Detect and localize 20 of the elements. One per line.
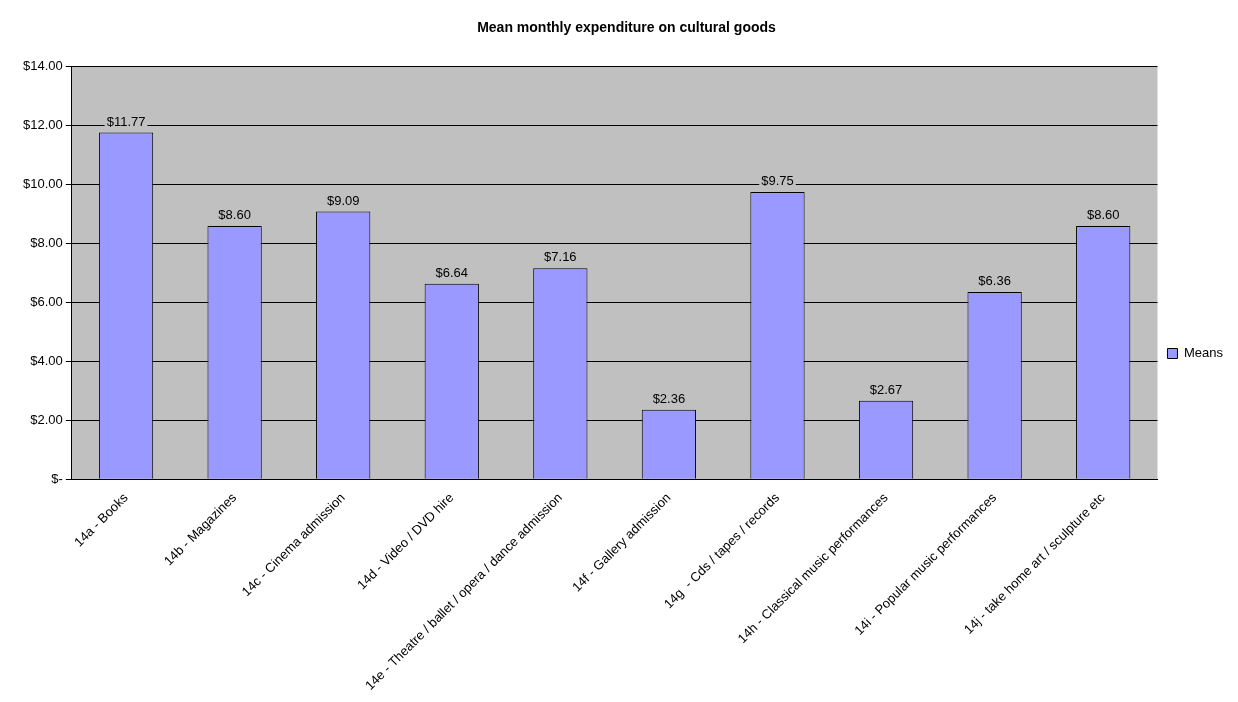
data-label: $2.67 xyxy=(869,381,903,397)
y-tick-label: $2.00 xyxy=(30,411,63,427)
data-label: $11.77 xyxy=(106,113,146,129)
chart-title: Mean monthly expenditure on cultural goods xyxy=(477,19,777,36)
data-label: $8.60 xyxy=(218,207,251,222)
y-tick-label: $8.00 xyxy=(30,235,63,251)
data-label: $7.16 xyxy=(544,249,577,265)
y-tick-label: $4.00 xyxy=(30,353,63,369)
data-label: $2.36 xyxy=(652,390,686,406)
data-label: $8.60 xyxy=(1086,207,1120,222)
y-tick-label: $12.00 xyxy=(23,117,63,133)
data-label: $9.75 xyxy=(761,173,794,189)
y-tick-label: $10.00 xyxy=(23,176,63,192)
data-label: $6.64 xyxy=(435,264,469,280)
data-label: $9.09 xyxy=(326,192,360,208)
y-tick-label: $- xyxy=(51,470,63,486)
y-tick-label: $6.00 xyxy=(30,294,63,310)
legend-label: Means xyxy=(1183,345,1224,361)
data-label: $6.36 xyxy=(978,273,1011,288)
y-tick-label: $14.00 xyxy=(23,58,63,74)
